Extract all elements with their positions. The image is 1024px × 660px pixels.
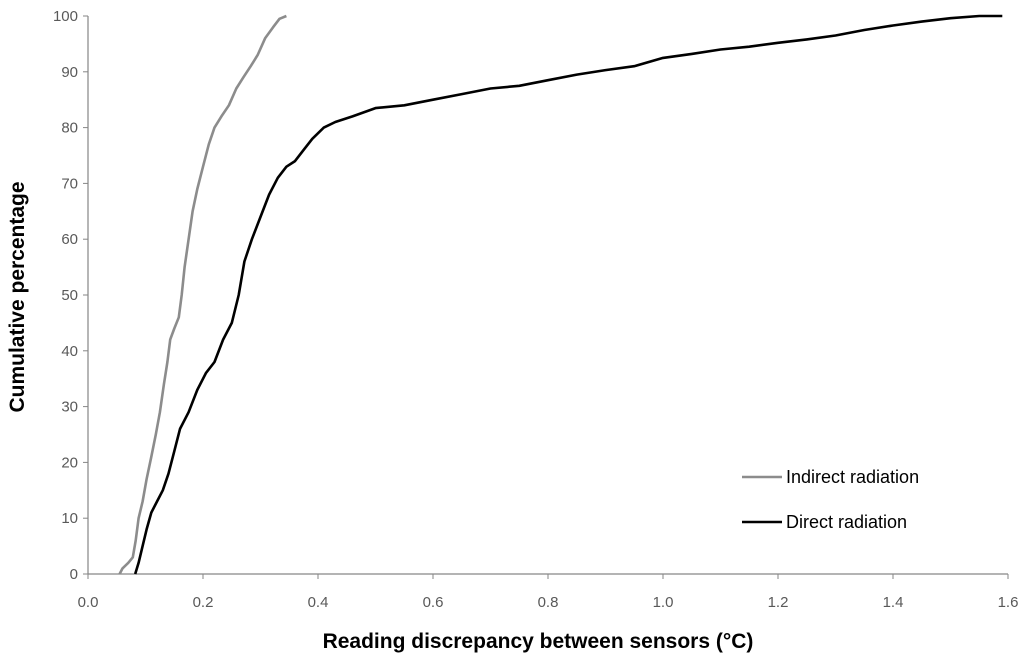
y-tick-label: 90 (61, 64, 78, 81)
x-tick-label: 1.2 (768, 594, 789, 611)
x-tick-label: 1.0 (653, 594, 674, 611)
y-tick-group: 0 10 20 30 40 50 60 70 80 90 100 (53, 8, 88, 583)
x-tick-label: 0.6 (423, 594, 444, 611)
x-tick-label: 0.8 (538, 594, 559, 611)
legend-label-indirect-radiation: Indirect radiation (786, 467, 919, 487)
series-line-direct-radiation (133, 14, 1003, 575)
x-tick-label: 1.6 (998, 594, 1019, 611)
plot-area: 0 10 20 30 40 50 60 70 80 90 100 0.0 0.2 0.4 0.6 0.8 1.… (53, 8, 1018, 611)
legend: Indirect radiation Direct radiation (742, 467, 919, 532)
x-tick-label: 1.4 (883, 594, 904, 611)
x-tick-label: 0.4 (308, 594, 329, 611)
y-tick-label: 80 (61, 120, 78, 137)
y-tick-label: 10 (61, 510, 78, 527)
y-tick-label: 40 (61, 343, 78, 360)
y-tick-label: 60 (61, 231, 78, 248)
y-tick-label: 70 (61, 175, 78, 192)
x-tick-label: 0.0 (78, 594, 99, 611)
y-tick-label: 100 (53, 8, 78, 25)
x-axis-title: Reading discrepancy between sensors (°C) (323, 630, 754, 653)
y-tick-label: 0 (70, 566, 78, 583)
x-tick-group: 0.0 0.2 0.4 0.6 0.8 1.0 1.2 1.4 1.6 (78, 574, 1019, 611)
y-tick-label: 50 (61, 287, 78, 304)
y-tick-label: 30 (61, 399, 78, 416)
y-axis-title: Cumulative percentage (6, 181, 29, 412)
series-line-indirect-radiation (118, 14, 287, 575)
y-tick-label: 20 (61, 454, 78, 471)
series-lines (118, 14, 1003, 575)
x-tick-label: 0.2 (193, 594, 214, 611)
legend-label-direct-radiation: Direct radiation (786, 512, 907, 532)
